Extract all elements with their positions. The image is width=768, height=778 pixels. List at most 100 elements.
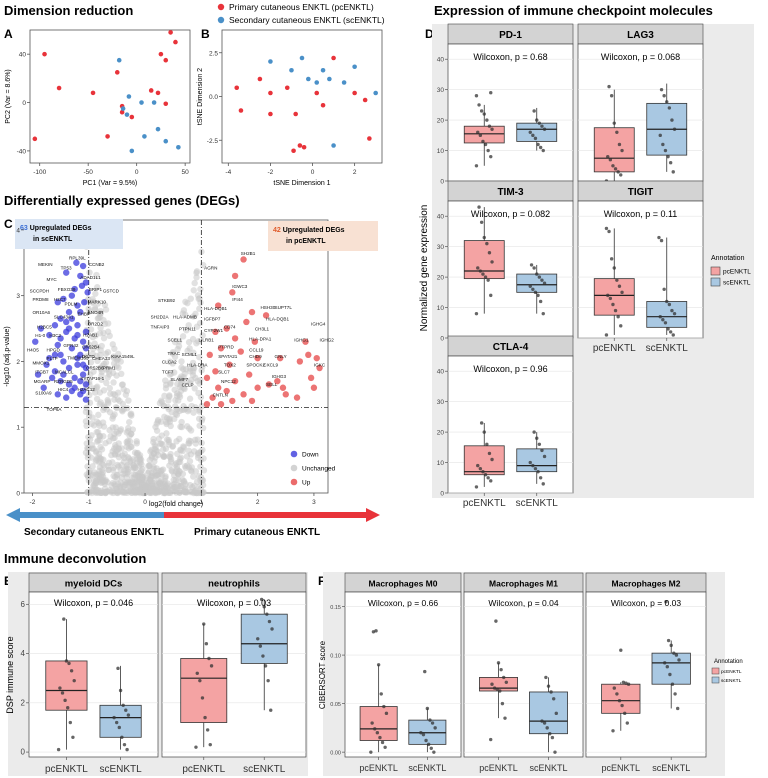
unchanged-point (196, 353, 203, 361)
sample-point (611, 302, 615, 307)
pc-point (32, 136, 38, 142)
y-tick-label: 10 (437, 460, 445, 467)
unchanged-point (178, 423, 185, 431)
x-tick-label: -4 (225, 169, 231, 176)
x-tick-label: pcENKTL (359, 763, 398, 773)
sample-point (670, 682, 675, 686)
up-point (212, 368, 219, 375)
unchanged-point (100, 462, 108, 469)
unchanged-point (196, 422, 203, 429)
sc-point (120, 106, 126, 111)
sample-point (665, 299, 669, 304)
gene-label-up: HLA-DPA1 (249, 336, 272, 341)
y-tick-label: -2.5 (207, 138, 219, 145)
sample-point (419, 731, 423, 735)
unchanged-point (94, 438, 101, 445)
stat-annotation: Wilcoxon, p = 0.66 (368, 598, 438, 608)
unchanged-point (166, 358, 174, 365)
down-point (79, 371, 87, 378)
sample-point (428, 718, 432, 722)
unchanged-point (84, 472, 92, 479)
chart-c: RPL39L MEKIN TP53 CCNB2 MYC ADAD1L1 SCCPDH FBXO… (4, 219, 378, 508)
down-point (40, 384, 47, 391)
down-point (74, 331, 81, 339)
gene-label-down: OR52B4 (82, 344, 100, 349)
down-point (71, 285, 78, 293)
x-tick-label: scENKTL (529, 763, 567, 773)
sample-point (198, 678, 202, 683)
down-point (32, 338, 39, 345)
sample-point (482, 235, 486, 240)
sample-point (496, 661, 501, 665)
up-point (313, 354, 320, 362)
sample-point (668, 330, 673, 334)
y-tick-label: 30 (437, 87, 445, 94)
unchanged-point (175, 476, 182, 484)
box-pcenktl (359, 706, 398, 741)
legend-swatch (711, 667, 720, 675)
sample-point (528, 284, 532, 288)
gene-label-up: CNTLN (213, 392, 228, 397)
gene-label-down: ADAD1L1 (80, 275, 101, 280)
unchanged-point (120, 386, 127, 393)
sample-point (209, 664, 214, 668)
x-tick-label: -100 (33, 169, 46, 176)
unchanged-point (106, 371, 113, 378)
unchanged-point (159, 452, 167, 459)
sample-point (670, 118, 674, 122)
gene-label-up: LILRB1 (199, 338, 215, 343)
volcano-legend-label: Unchanged (302, 466, 336, 473)
pc-point (105, 134, 110, 139)
sample-point (485, 118, 489, 122)
x-tick-label: 0 (143, 499, 147, 506)
gene-label-up: SLC7 (218, 369, 230, 374)
sample-point (658, 133, 662, 138)
sample-point (208, 742, 212, 747)
gene-label-up: SH2D2A (151, 315, 170, 320)
unchanged-point (167, 458, 175, 465)
sample-point (125, 747, 129, 752)
unchanged-point (110, 379, 117, 386)
unchanged-point (83, 422, 90, 430)
sample-point (485, 241, 489, 246)
sc-point (155, 126, 161, 132)
sample-point (375, 731, 380, 735)
unchanged-point (98, 479, 105, 487)
gene-label-down: FBXO39 (58, 287, 76, 292)
facet-title: Macrophages M1 (489, 579, 558, 589)
down-point (71, 384, 78, 391)
unchanged-point (125, 468, 132, 476)
unchanged-point (192, 468, 200, 475)
facet-title: TIM-3 (497, 187, 524, 198)
x-tick-label: scENKTL (652, 763, 690, 773)
down-point (79, 338, 87, 345)
sample-point (112, 715, 116, 720)
sample-point (532, 266, 536, 270)
sample-point (612, 686, 616, 690)
gene-label-down: BRIP1 (89, 287, 103, 292)
legend-marker-sc (217, 16, 225, 24)
pc-point (155, 90, 161, 96)
x-tick-label: 0 (135, 169, 139, 176)
y-tick-label: 2.5 (209, 50, 218, 57)
down-point (51, 351, 59, 359)
y-tick-label: 40 (19, 52, 27, 59)
sample-point (538, 299, 543, 304)
sample-point (663, 148, 668, 153)
up-point (215, 384, 222, 391)
box-pcenktl (463, 240, 505, 280)
unchanged-point (141, 489, 149, 496)
down-summary-text: 63 Upregulated DEGs (20, 225, 92, 232)
down-point (57, 351, 64, 359)
sample-point (62, 617, 66, 621)
up-summary-line2: in pcENKTL (286, 238, 326, 245)
sample-point (376, 663, 381, 667)
sample-point (540, 719, 544, 723)
sample-point (483, 142, 488, 147)
unchanged-point (169, 350, 177, 357)
pc-point (352, 90, 357, 96)
sample-point (500, 701, 505, 706)
unchanged-point (173, 463, 181, 470)
facet-title: neutrophils (208, 579, 260, 590)
sample-point (483, 275, 488, 279)
